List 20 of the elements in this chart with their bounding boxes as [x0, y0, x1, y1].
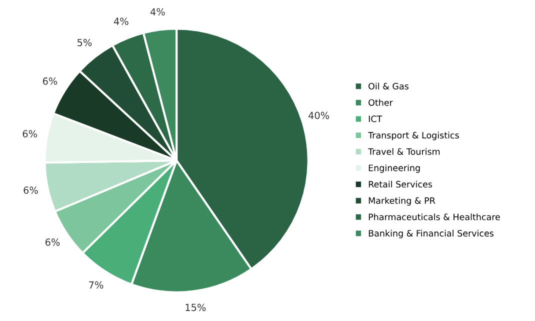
data-label: 6% — [22, 130, 38, 138]
data-label: 6% — [42, 77, 58, 85]
legend-label: Oil & Gas — [368, 82, 408, 90]
legend-label: Marketing & PR — [368, 197, 436, 206]
legend-label: Engineering — [368, 164, 420, 173]
data-label: 5% — [77, 38, 92, 46]
legend-label: Transport & Logistics — [368, 132, 459, 140]
data-label: 6% — [45, 238, 60, 246]
data-label: 7% — [89, 281, 104, 289]
legend-label: Banking & Financial Services — [368, 230, 494, 238]
legend-label: Other — [368, 99, 393, 106]
data-label: 4% — [114, 18, 128, 26]
legend-label: Travel & Tourism — [368, 148, 440, 155]
legend-label: ICT — [368, 116, 382, 122]
legend-label: Retail Services — [368, 180, 432, 188]
data-label: 4% — [150, 8, 165, 16]
legend-label: Pharmaceuticals & Healthcare — [368, 213, 500, 220]
data-label: 6% — [24, 186, 38, 194]
data-label: 15% — [186, 304, 206, 312]
data-label: 40% — [308, 112, 330, 120]
